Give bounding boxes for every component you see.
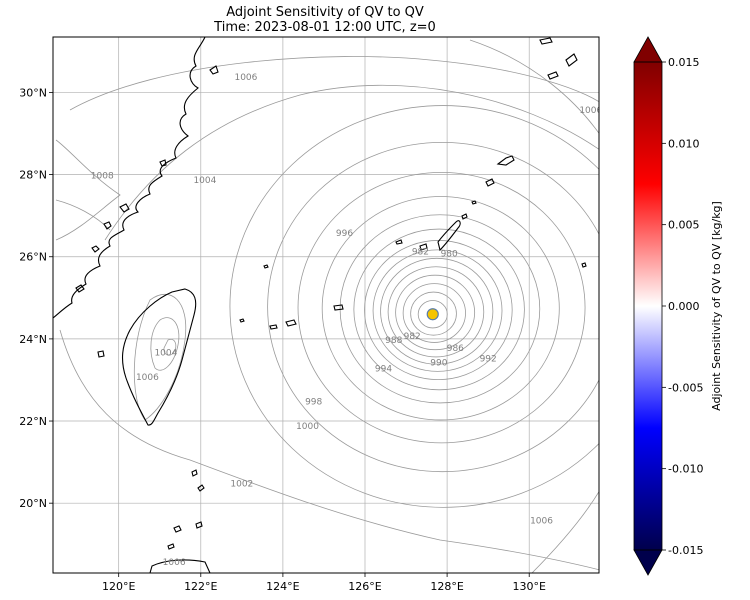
coastal-isobar-1008 <box>55 139 121 241</box>
colorbar-tick-label-5: -0.010 <box>668 463 703 476</box>
x-tick-label-0: 120°E <box>102 580 135 593</box>
coastal-isobar-1008b <box>55 199 111 231</box>
y-axis-ticks: 20°N 22°N 24°N 26°N 28°N 30°N <box>19 86 53 510</box>
y-tick-label-5: 30°N <box>19 86 47 99</box>
contour-label-15: 1002 <box>230 480 253 490</box>
outer-isobar-1006-north <box>69 56 599 111</box>
contour-label-19: 1006 <box>163 558 186 568</box>
contour-label-3: 1004 <box>193 176 216 186</box>
contour-label-0: 1006 <box>234 73 257 83</box>
isobar-ring-11 <box>297 172 586 444</box>
typhoon-center-marker <box>426 308 439 321</box>
y-tick-label-4: 28°N <box>19 169 47 182</box>
contour-label-6: 982 <box>412 248 429 258</box>
contour-label-4: 996 <box>336 229 353 239</box>
colorbar-tick-label-2: 0.005 <box>668 219 700 232</box>
isobar-ring-6 <box>372 249 503 372</box>
taiwan-contour-outer <box>133 294 187 421</box>
taiwan-coastline <box>121 288 197 426</box>
colorbar-tick-label-0: 0.015 <box>668 56 700 69</box>
colorbar-tick-label-1: 0.010 <box>668 137 700 150</box>
isobar-ring-1 <box>410 291 457 336</box>
isobar-ring-5 <box>380 257 494 365</box>
isobar-ring-10 <box>321 196 560 421</box>
y-tick-label-1: 22°N <box>19 415 47 428</box>
china-coastline <box>53 37 206 319</box>
colorbar-tick-label-3: 0.000 <box>668 300 700 313</box>
china-islands <box>75 65 219 293</box>
taiwan-contour-inner <box>150 317 180 371</box>
contour-label-14: 1000 <box>296 422 319 432</box>
colorbar-ticks: 0.015 0.010 0.005 0.000 -0.005 -0.010 -0.015 <box>662 56 703 557</box>
chart-subtitle: Time: 2023-08-01 12:00 UTC, z=0 <box>214 20 436 35</box>
contour-labels: 1006 1006 1008 1004 996 980 982 982 986 988 990 992… <box>91 73 602 568</box>
outer-isobar-1004-sw <box>59 329 599 571</box>
isobar-contours <box>55 39 599 573</box>
penghu-islands <box>97 350 105 358</box>
ryukyu-islands <box>395 37 578 251</box>
contour-label-9: 988 <box>385 336 402 346</box>
isobar-ring-2 <box>402 283 466 343</box>
gridlines <box>53 37 599 573</box>
map-panel <box>53 37 599 573</box>
isobar-ring-7 <box>364 240 513 381</box>
typhoon-isobars <box>229 105 599 508</box>
isobar-1004-west <box>104 84 599 241</box>
x-tick-label-5: 130°E <box>512 580 545 593</box>
chart-title: Adjoint Sensitivity of QV to QV <box>226 5 424 20</box>
isobar-ring-12 <box>267 142 599 473</box>
colorbar-extend-min <box>633 549 663 576</box>
y-tick-label-0: 20°N <box>19 497 47 510</box>
contour-label-1: 1006 <box>579 106 602 116</box>
contour-label-2: 1008 <box>91 172 114 182</box>
isobar-ring-3 <box>395 274 476 351</box>
x-tick-label-4: 128°E <box>430 580 463 593</box>
isobar-ring-0 <box>417 300 448 329</box>
colorbar: 0.015 0.010 0.005 0.000 -0.005 -0.010 -0.015 A… <box>633 36 723 576</box>
colorbar-tick-label-4: -0.005 <box>668 381 703 394</box>
y-tick-label-2: 24°N <box>19 333 47 346</box>
sakishima-islands <box>239 262 587 330</box>
isobar-ring-8 <box>353 228 525 391</box>
contour-label-12: 994 <box>375 365 392 375</box>
contour-label-11: 992 <box>480 354 497 364</box>
colorbar-tick-label-6: -0.015 <box>668 544 703 557</box>
coastlines <box>53 37 587 573</box>
x-tick-label-1: 122°E <box>184 580 217 593</box>
map-frame <box>52 36 600 574</box>
x-axis-ticks: 120°E 122°E 124°E 126°E 128°E 130°E <box>102 573 546 593</box>
y-tick-label-3: 26°N <box>19 251 47 264</box>
x-tick-label-2: 124°E <box>266 580 299 593</box>
contour-label-13: 998 <box>305 398 322 408</box>
isobar-ring-4 <box>387 266 485 358</box>
ryukyu-okinawa <box>437 220 461 252</box>
contour-label-10: 990 <box>430 359 447 369</box>
contour-label-17: 1006 <box>136 373 159 383</box>
contour-label-16: 1004 <box>154 348 177 358</box>
contour-label-5: 980 <box>441 250 458 260</box>
x-tick-label-3: 126°E <box>348 580 381 593</box>
contour-label-18: 1006 <box>530 517 553 527</box>
taiwan-contour-core <box>163 338 177 356</box>
colorbar-gradient <box>634 62 662 550</box>
contour-label-7: 982 <box>404 332 421 342</box>
isobar-ring-13 <box>229 105 599 508</box>
outer-isobar-1006-east <box>469 39 599 135</box>
colorbar-extend-max <box>633 36 663 63</box>
luzon-strait-islands <box>149 469 211 573</box>
outer-isobar-1006-south <box>531 490 599 573</box>
colorbar-label: Adjoint Sensitivity of QV to QV [kg/kg] <box>710 201 723 411</box>
contour-label-8: 986 <box>447 344 464 354</box>
